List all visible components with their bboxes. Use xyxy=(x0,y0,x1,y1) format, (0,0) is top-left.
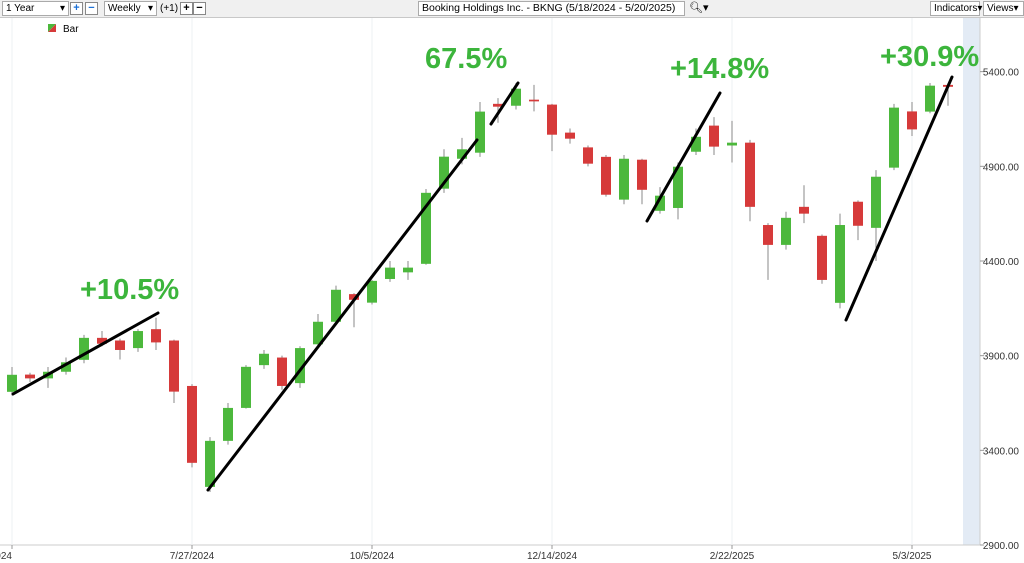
candle-body xyxy=(727,142,737,146)
candle-body xyxy=(817,235,827,280)
trend-line xyxy=(11,311,160,396)
candle-body xyxy=(907,111,917,130)
annotation: +10.5% xyxy=(80,274,179,306)
y-tick-label: 4900.00 xyxy=(983,162,1020,173)
candle-body xyxy=(133,331,143,349)
legend-label: Bar xyxy=(63,24,79,35)
annotation: +14.8% xyxy=(670,53,769,85)
candle-body xyxy=(241,366,251,408)
y-tick-label: 5400.00 xyxy=(983,68,1020,79)
candle-body xyxy=(565,132,575,139)
candle-body xyxy=(115,340,125,350)
candle-body xyxy=(583,147,593,164)
period-text: 1 Year xyxy=(6,3,35,14)
candle-body xyxy=(439,156,449,189)
legend-icon xyxy=(48,24,56,32)
candle-body xyxy=(547,104,557,135)
x-tick-label: 12/14/2024 xyxy=(527,551,577,562)
candle-body xyxy=(763,225,773,245)
candle-body xyxy=(313,321,323,345)
candle-body xyxy=(187,385,197,463)
candle-body xyxy=(79,337,89,360)
offset-plus-button[interactable]: + xyxy=(180,2,193,15)
zoom-in-button[interactable]: + xyxy=(70,2,83,15)
candle-body xyxy=(97,337,107,344)
views-button[interactable]: Views▾ xyxy=(983,1,1024,16)
candle-body xyxy=(223,407,233,441)
x-tick-label: 5/3/2025 xyxy=(893,551,932,562)
x-tick-label: 10/5/2024 xyxy=(350,551,395,562)
candle-body xyxy=(691,136,701,152)
candle-body xyxy=(493,103,503,107)
candle-body xyxy=(511,88,521,106)
candle-body xyxy=(205,440,215,487)
trend-line xyxy=(645,91,722,223)
x-tick-label: 7/27/2024 xyxy=(170,551,215,562)
candle-body xyxy=(61,362,71,372)
trend-line xyxy=(489,81,520,126)
candle-body xyxy=(385,267,395,279)
candle-body xyxy=(745,142,755,207)
candle-body xyxy=(637,159,647,190)
candle-body xyxy=(925,85,935,112)
candle-body xyxy=(619,158,629,200)
y-tick-label: 2900.00 xyxy=(983,541,1020,552)
title-box[interactable]: Booking Holdings Inc. - BKNG (5/18/2024 … xyxy=(418,1,685,16)
y-tick-label: 3900.00 xyxy=(983,352,1020,363)
annotation: +30.9% xyxy=(880,41,979,73)
interval-text: Weekly xyxy=(108,3,141,14)
candle-body xyxy=(331,289,341,322)
search-icon[interactable]: 🔍︎▾ xyxy=(689,2,709,14)
offset-text: (+1) xyxy=(160,3,179,14)
candle-body xyxy=(655,195,665,211)
x-tick-label: 18/2024 xyxy=(0,551,12,562)
candle-body xyxy=(421,192,431,264)
indicators-text: Indicators xyxy=(934,3,978,14)
trend-lines xyxy=(11,75,954,492)
x-tick-label: 2/22/2025 xyxy=(710,551,755,562)
chart-title: Booking Holdings Inc. - BKNG (5/18/2024 … xyxy=(422,2,676,14)
y-tick-label: 3400.00 xyxy=(983,446,1020,457)
candle-body xyxy=(457,149,467,159)
candle-body xyxy=(151,329,161,343)
candle-body xyxy=(781,217,791,245)
candle-body xyxy=(367,280,377,303)
y-tick-label: 4400.00 xyxy=(983,257,1020,268)
candle-body xyxy=(403,267,413,273)
candle-body xyxy=(529,99,539,102)
candle-body xyxy=(709,125,719,147)
trend-line xyxy=(206,138,479,492)
indicators-button[interactable]: Indicators▾ xyxy=(930,1,982,16)
offset-minus-button[interactable]: − xyxy=(193,2,206,15)
candle-body xyxy=(259,353,269,366)
toolbar: 1 Year ▾ + − Weekly ▾ (+1) + − Booking Hol… xyxy=(0,0,1024,18)
candle-body xyxy=(889,107,899,168)
annotation: 67.5% xyxy=(425,43,507,75)
candle-body xyxy=(169,340,179,392)
candle-body xyxy=(25,374,35,379)
views-text: Views xyxy=(987,3,1014,14)
candle-body xyxy=(853,201,863,226)
candle-body xyxy=(835,225,845,303)
candle-body xyxy=(277,357,287,386)
trend-line xyxy=(844,75,954,322)
future-band xyxy=(963,18,980,545)
interval-select[interactable]: Weekly ▾ xyxy=(104,1,157,16)
legend: Bar xyxy=(48,24,79,35)
zoom-out-button[interactable]: − xyxy=(85,2,98,15)
candle-body xyxy=(7,374,17,392)
candle-body xyxy=(601,156,611,195)
candle-body xyxy=(295,348,305,384)
candle-body xyxy=(673,166,683,208)
candle-body xyxy=(349,294,359,300)
candle-body xyxy=(799,206,809,214)
candle-body xyxy=(475,111,485,153)
candle-body xyxy=(871,176,881,228)
period-select[interactable]: 1 Year ▾ xyxy=(2,1,69,16)
